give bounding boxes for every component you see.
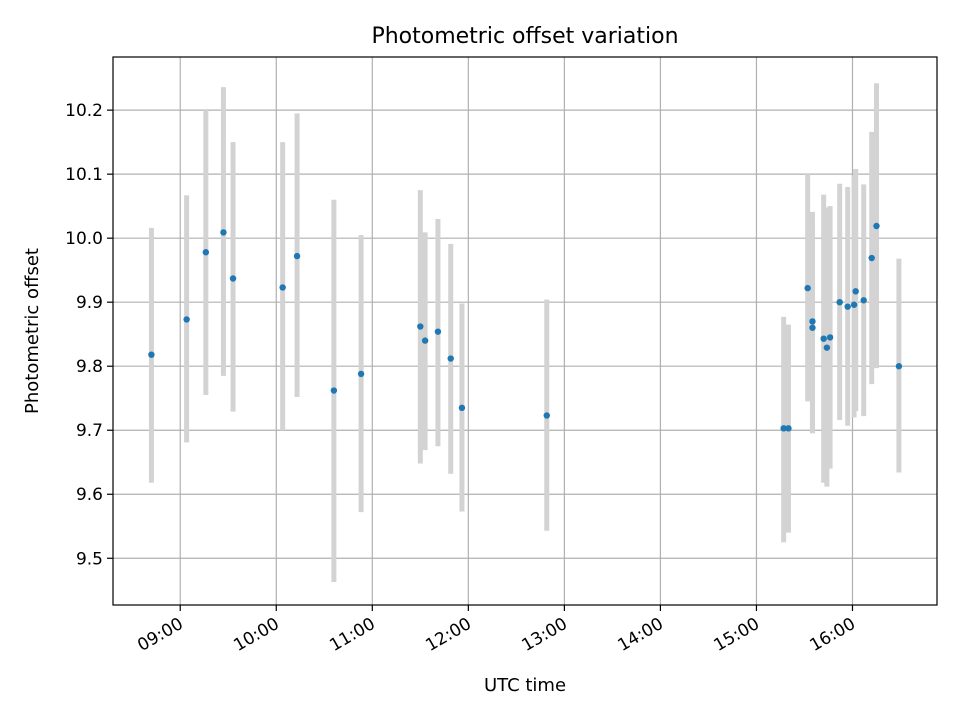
- data-point: [417, 323, 424, 330]
- data-point: [229, 275, 237, 282]
- y-axis-label: Photometric offset: [22, 248, 43, 414]
- y-tick-label: 9.7: [76, 421, 103, 441]
- data-point: [804, 284, 811, 292]
- data-point: [447, 355, 454, 362]
- data-point: [458, 404, 466, 412]
- data-point: [823, 344, 831, 351]
- data-point: [202, 249, 210, 256]
- data-point: [357, 370, 365, 378]
- data-point: [780, 425, 787, 432]
- data-point: [330, 387, 338, 394]
- data-points: [148, 222, 903, 432]
- data-point: [543, 412, 550, 419]
- data-point: [844, 303, 851, 310]
- data-point: [868, 254, 875, 262]
- chart-title: Photometric offset variation: [371, 24, 678, 49]
- y-tick-label: 10.0: [65, 229, 103, 249]
- data-point: [820, 335, 827, 342]
- data-point: [826, 334, 834, 341]
- y-tick-label: 10.1: [65, 165, 103, 185]
- data-point: [293, 252, 301, 260]
- data-point: [850, 301, 858, 308]
- data-point: [860, 297, 867, 304]
- data-point: [809, 324, 816, 331]
- data-point: [148, 351, 155, 358]
- y-tick-label: 9.6: [76, 485, 103, 505]
- data-point: [220, 229, 227, 236]
- grid-lines: [113, 57, 937, 605]
- axis-ticks: 09:00 10:00 11:00 12:00 13:00 14:00 15:00 16:00…: [65, 101, 859, 656]
- data-point: [421, 337, 429, 344]
- data-point: [183, 316, 190, 323]
- data-point: [809, 318, 816, 325]
- x-axis-label: UTC time: [484, 675, 566, 696]
- data-point: [434, 328, 442, 335]
- data-point: [895, 363, 903, 370]
- data-point: [279, 284, 286, 291]
- data-point: [836, 298, 843, 306]
- plot-frame: [112, 56, 938, 606]
- y-tick-label: 10.2: [65, 101, 103, 121]
- data-point: [873, 222, 880, 230]
- y-tick-label: 9.8: [76, 357, 103, 377]
- y-tick-label: 9.5: [76, 549, 103, 569]
- y-tick-label: 9.9: [76, 293, 103, 313]
- data-point: [785, 425, 792, 432]
- data-point: [852, 288, 859, 295]
